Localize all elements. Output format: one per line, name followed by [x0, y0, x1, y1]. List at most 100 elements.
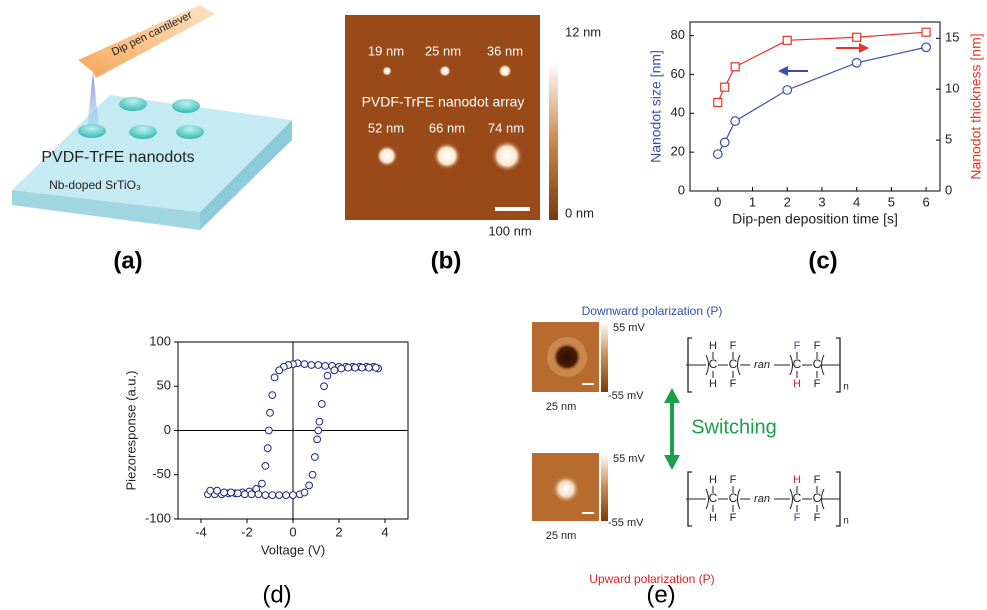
data-point: [366, 364, 373, 371]
y2-tick-label: 15: [945, 30, 959, 45]
atom: H: [709, 474, 717, 486]
data-point: [255, 491, 262, 498]
data-point: [713, 150, 722, 159]
data-point: [714, 98, 722, 106]
y-tick-label: 0: [164, 422, 171, 437]
data-point: [315, 427, 322, 434]
atom: C: [729, 491, 738, 505]
arrow-head: [664, 388, 680, 403]
color-bar-min: -55 mV: [608, 517, 644, 529]
data-point: [852, 58, 861, 67]
atom: F: [814, 512, 821, 524]
data-point: [228, 489, 235, 496]
data-point: [309, 471, 316, 478]
y-tick-label: -100: [145, 510, 171, 525]
nanodots-label: PVDF-TrFE nanodots: [41, 149, 194, 166]
atom: F: [730, 474, 737, 486]
series-line: [718, 47, 926, 154]
panel-label: (c): [808, 247, 837, 274]
data-point: [352, 364, 359, 371]
data-point: [264, 445, 271, 452]
data-point: [267, 409, 274, 416]
data-point: [316, 418, 323, 425]
nanodot: [172, 99, 200, 113]
atom: C: [709, 357, 718, 371]
data-point: [338, 365, 345, 372]
dot-size: 52 nm: [368, 120, 404, 135]
panel-a: Dip pen cantilever PVDF-TrFE nanodots Nb…: [0, 5, 292, 274]
x-tick-label: 6: [922, 194, 929, 209]
color-bar-max: 55 mV: [613, 453, 645, 465]
random-link: ran: [754, 493, 770, 505]
atom: F: [814, 340, 821, 352]
data-point: [262, 463, 269, 470]
data-point: [207, 487, 214, 494]
data-point: [271, 374, 278, 381]
atom: C: [729, 357, 738, 371]
afm-dot: [376, 145, 398, 167]
data-point: [315, 362, 322, 369]
data-point: [241, 491, 248, 498]
x-tick-label: 0: [714, 194, 721, 209]
data-point: [259, 480, 266, 487]
color-bar-min: -55 mV: [608, 390, 644, 402]
afm-dot: [382, 66, 392, 76]
atom: H: [709, 378, 717, 390]
repeat-index: n: [843, 382, 849, 393]
x-tick-label: -2: [241, 524, 253, 539]
atom: F: [730, 378, 737, 390]
data-point: [345, 364, 352, 371]
panel-e: Downward polarization (P) 55 mV -55 mV 2…: [532, 304, 777, 608]
color-bar: [549, 62, 558, 220]
scale-bar-label: 100 nm: [488, 223, 531, 238]
dot-size: 19 nm: [368, 43, 404, 58]
scale-bar-label: 25 nm: [546, 401, 577, 413]
panel-label: (a): [113, 247, 142, 274]
y2-tick-label: 5: [945, 132, 952, 147]
data-point: [262, 492, 269, 499]
afm-dot: [552, 475, 580, 503]
atom: F: [814, 474, 821, 486]
color-bar: [601, 322, 608, 392]
atom: F: [794, 512, 801, 524]
x-tick-label: -4: [195, 524, 207, 539]
data-point: [214, 487, 221, 494]
x-tick-label: 3: [818, 194, 825, 209]
atom: C: [813, 491, 822, 505]
y-tick-label: 0: [678, 182, 685, 197]
dot-size: 74 nm: [488, 120, 524, 135]
y2-tick-label: 0: [945, 182, 952, 197]
x-tick-label: 4: [381, 524, 388, 539]
x-tick-label: 2: [784, 194, 791, 209]
nanodot: [119, 97, 147, 111]
y-axis-title: Piezoresponse (a.u.): [123, 371, 138, 491]
color-bar-min: 0 nm: [565, 205, 594, 220]
atom: F: [794, 340, 801, 352]
data-point: [721, 83, 729, 91]
panel-label: (d): [262, 581, 291, 608]
substrate-label: Nb-doped SrTiO₃: [49, 178, 141, 192]
atom: H: [793, 474, 801, 486]
dot-size: 66 nm: [429, 120, 465, 135]
data-point: [922, 28, 930, 36]
data-point: [731, 63, 739, 71]
y-tick-label: 40: [671, 105, 685, 120]
data-point: [269, 392, 276, 399]
data-point: [372, 364, 379, 371]
data-point: [311, 454, 318, 461]
data-point: [783, 86, 792, 95]
data-point: [314, 436, 321, 443]
data-point: [234, 490, 241, 497]
nanodot: [129, 125, 157, 139]
y2-tick-label: 10: [945, 81, 959, 96]
afm-dot: [498, 64, 512, 78]
series-line: [718, 32, 926, 102]
parenthesis: [738, 489, 741, 509]
data-point: [301, 361, 308, 368]
atom: C: [813, 357, 822, 371]
random-link: ran: [754, 359, 770, 371]
y-tick-label: 100: [149, 333, 171, 348]
atom: F: [730, 340, 737, 352]
x-tick-label: 2: [335, 524, 342, 539]
data-point: [290, 492, 297, 499]
